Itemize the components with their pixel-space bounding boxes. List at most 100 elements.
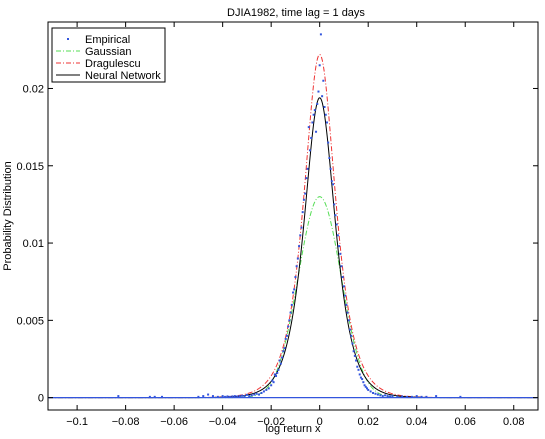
- empirical-point: [333, 203, 336, 206]
- empirical-point: [306, 167, 309, 170]
- empirical-point: [396, 395, 399, 398]
- empirical-point: [312, 113, 315, 116]
- empirical-point: [328, 157, 331, 160]
- empirical-point: [283, 347, 286, 350]
- empirical-point: [270, 384, 273, 387]
- empirical-point: [316, 102, 319, 105]
- empirical-point: [275, 374, 278, 377]
- x-tick-label: 0.06: [455, 416, 476, 428]
- empirical-point: [289, 311, 292, 314]
- empirical-point: [336, 234, 339, 237]
- empirical-point: [342, 285, 345, 288]
- empirical-point: [351, 342, 354, 345]
- empirical-point: [420, 395, 423, 398]
- x-tick-label: −0.06: [160, 416, 188, 428]
- empirical-point: [307, 126, 310, 129]
- empirical-point: [285, 334, 288, 337]
- empirical-point: [221, 395, 224, 398]
- empirical-point: [253, 393, 256, 396]
- empirical-point: [265, 388, 268, 391]
- empirical-point: [248, 395, 251, 398]
- x-tick-label: −0.04: [209, 416, 237, 428]
- empirical-point: [324, 113, 327, 116]
- empirical-point: [260, 392, 263, 394]
- empirical-point: [243, 395, 246, 398]
- empirical-point: [410, 395, 413, 398]
- empirical-point: [271, 379, 274, 382]
- empirical-point: [357, 368, 360, 371]
- empirical-point: [207, 393, 210, 396]
- empirical-point: [299, 234, 302, 237]
- legend-label: Gaussian: [85, 46, 131, 58]
- empirical-point: [364, 385, 367, 388]
- legend-label: Dragulescu: [85, 58, 141, 70]
- empirical-point: [384, 394, 387, 397]
- empirical-point: [298, 245, 301, 248]
- empirical-point: [292, 291, 294, 294]
- empirical-point: [386, 395, 389, 398]
- empirical-point: [379, 394, 382, 397]
- empirical-point: [278, 359, 281, 362]
- empirical-point: [161, 395, 164, 398]
- y-tick-label: 0: [38, 393, 44, 405]
- empirical-point: [272, 381, 275, 384]
- empirical-point: [236, 395, 239, 398]
- empirical-point: [362, 381, 365, 384]
- empirical-point: [250, 394, 253, 397]
- empirical-point: [346, 311, 349, 314]
- empirical-point: [216, 395, 219, 398]
- empirical-point: [425, 395, 428, 398]
- empirical-point: [281, 356, 284, 359]
- empirical-point: [277, 368, 280, 371]
- empirical-point: [353, 354, 356, 357]
- empirical-point: [276, 371, 279, 374]
- empirical-point: [245, 393, 248, 396]
- legend-swatch-empirical: [67, 38, 69, 40]
- empirical-point: [376, 393, 379, 396]
- empirical-point: [391, 395, 394, 398]
- empirical-point: [295, 265, 298, 268]
- empirical-point: [117, 395, 120, 398]
- empirical-point: [279, 362, 282, 365]
- empirical-point: [308, 149, 311, 152]
- empirical-point: [334, 214, 337, 217]
- empirical-point: [352, 350, 355, 353]
- series-layer: [48, 33, 538, 399]
- empirical-point: [153, 395, 156, 398]
- empirical-point: [305, 177, 308, 180]
- empirical-point: [459, 395, 462, 398]
- y-axis: 0 0.005 0.01 0.015 0.02: [16, 83, 538, 405]
- empirical-point: [288, 319, 291, 322]
- empirical-point: [327, 141, 330, 144]
- empirical-point: [311, 121, 314, 124]
- empirical-point: [365, 387, 368, 390]
- empirical-point: [255, 392, 258, 395]
- plot-area: [47, 21, 539, 411]
- empirical-point: [359, 376, 362, 379]
- x-tick-label: 0.08: [503, 416, 524, 428]
- empirical-point: [325, 121, 328, 124]
- empirical-point: [338, 245, 341, 248]
- empirical-point: [339, 252, 342, 255]
- empirical-point: [318, 64, 321, 67]
- empirical-point: [233, 395, 236, 398]
- empirical-point: [197, 395, 200, 398]
- empirical-point: [238, 395, 241, 398]
- empirical-point: [293, 288, 296, 291]
- empirical-point: [345, 303, 348, 306]
- empirical-point: [241, 394, 244, 397]
- chart-title: DJIA1982, time lag = 1 days: [227, 7, 365, 19]
- empirical-point: [367, 388, 370, 391]
- empirical-point: [290, 303, 293, 306]
- empirical-point: [435, 395, 438, 398]
- empirical-point: [226, 395, 229, 398]
- empirical-point: [406, 395, 409, 398]
- empirical-point: [294, 276, 297, 279]
- empirical-point: [315, 130, 318, 133]
- empirical-point: [350, 334, 353, 337]
- empirical-point: [323, 106, 326, 109]
- empirical-point: [300, 226, 303, 229]
- empirical-point: [267, 387, 270, 390]
- empirical-point: [347, 319, 350, 322]
- empirical-point: [211, 395, 214, 398]
